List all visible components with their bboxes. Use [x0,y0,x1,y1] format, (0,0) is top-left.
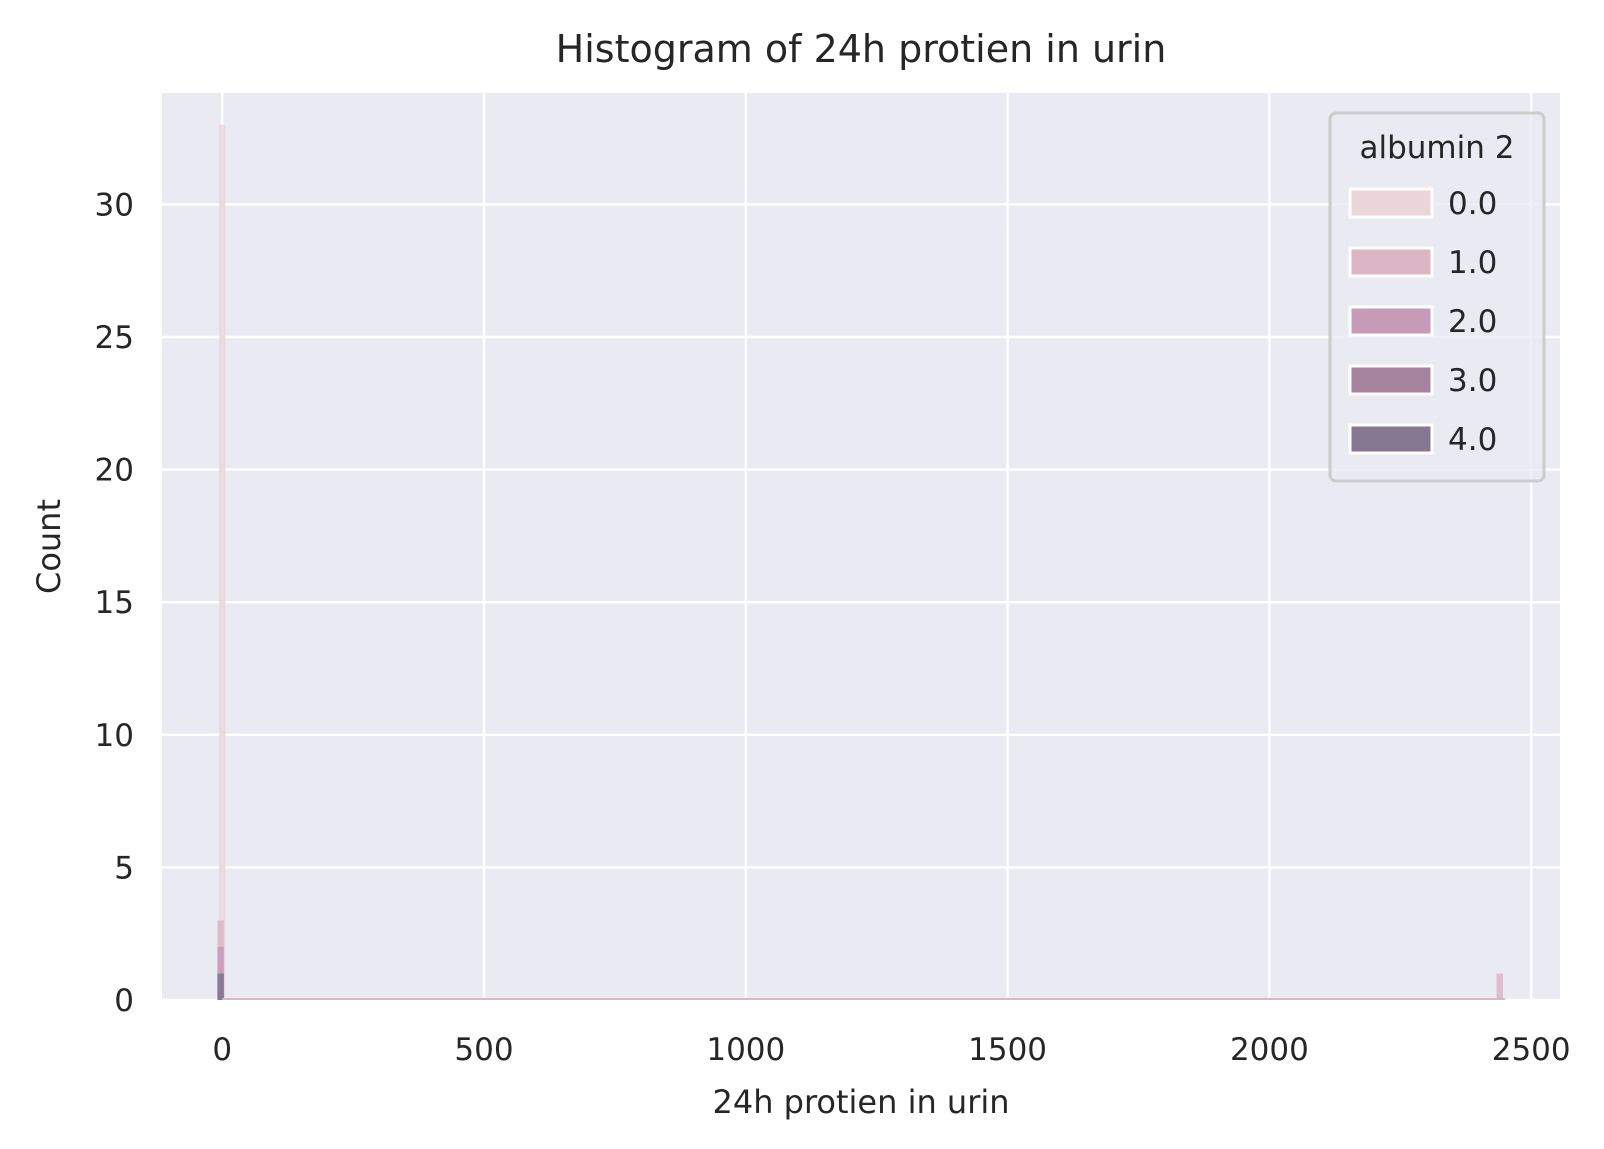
legend-swatch [1348,187,1434,219]
plot-area [162,93,1560,1000]
bar-albumin-2.0 [217,946,224,1000]
legend-label: 4.0 [1448,422,1497,458]
histogram-bars [217,124,1506,1000]
x-tick-label: 1000 [706,1032,785,1068]
y-axis-ticks: 0 5 10 15 20 25 30 [95,187,134,1019]
x-tick-label: 2500 [1492,1032,1571,1068]
y-tick-label: 15 [95,585,134,621]
y-tick-label: 0 [114,983,134,1019]
gridlines [162,93,1560,1002]
legend-label: 3.0 [1448,363,1497,399]
y-tick-label: 20 [95,453,134,489]
y-axis-label: Count [30,499,68,594]
legend-swatch [1348,305,1434,337]
legend: albumin 2 0.0 1.0 2.0 3.0 4.0 [1328,111,1546,483]
x-axis-label: 24h protien in urin [712,1083,1009,1121]
y-tick-label: 5 [114,850,134,886]
chart-title: Histogram of 24h protien in urin [556,27,1167,71]
legend-label: 1.0 [1448,245,1497,281]
legend-swatch [1348,364,1434,396]
legend-label: 2.0 [1448,304,1497,340]
y-tick-label: 30 [95,187,134,223]
bar-albumin-0.0 [219,124,226,1000]
legend-label: 0.0 [1448,186,1497,222]
y-tick-label: 25 [95,320,134,356]
bar-albumin-4.0 [217,973,224,1000]
y-tick-label: 10 [95,718,134,754]
x-tick-label: 1500 [968,1032,1047,1068]
x-tick-label: 500 [454,1032,513,1068]
legend-swatch [1348,423,1434,455]
legend-title: albumin 2 [1360,130,1515,166]
x-tick-label: 2000 [1230,1032,1309,1068]
x-tick-label: 0 [212,1032,232,1068]
legend-swatch [1348,246,1434,278]
x-axis-ticks: 0 500 1000 1500 2000 2500 [212,1032,1570,1068]
bar-albumin-1.0 [1496,973,1503,1000]
